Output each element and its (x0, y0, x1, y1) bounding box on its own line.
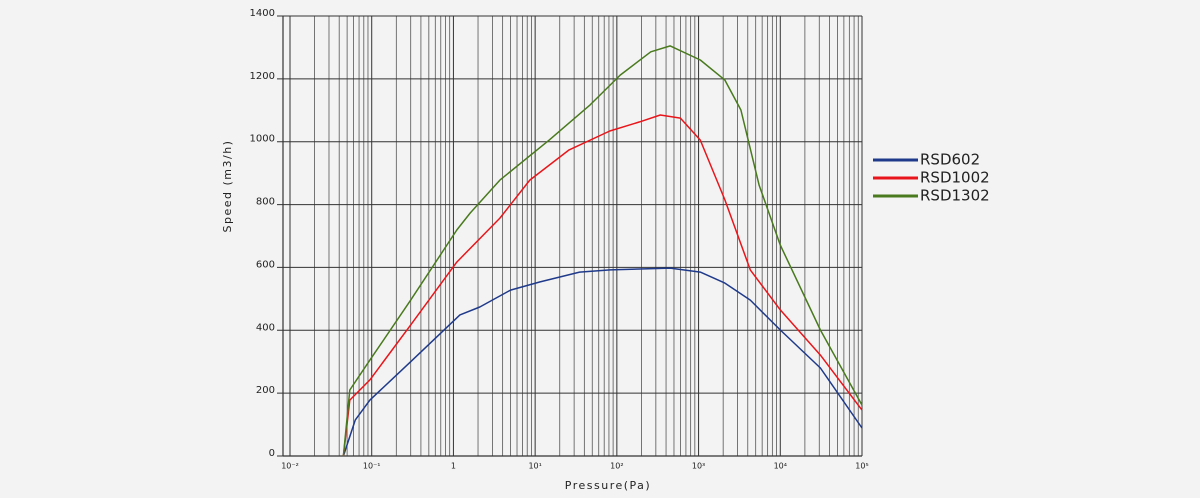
legend-label: RSD602 (920, 151, 980, 169)
x-tick-label: 10⁻¹ (363, 462, 381, 471)
y-tick-label: 600 (256, 259, 275, 270)
y-tick-label: 0 (269, 448, 275, 459)
x-tick-label: 1 (451, 462, 456, 471)
x-tick-label: 10³ (692, 462, 705, 471)
x-tick-label: 10⁴ (774, 462, 787, 471)
y-tick-label: 400 (256, 322, 275, 333)
series-line (342, 45, 863, 457)
x-tick-label: 10⁻² (281, 462, 299, 471)
series-line (342, 267, 863, 457)
x-tick-label: 10² (610, 462, 623, 471)
y-tick-label: 1400 (250, 8, 275, 19)
series-line (342, 114, 863, 457)
y-tick-label: 800 (256, 197, 275, 208)
x-tick-label: 10⁵ (855, 462, 868, 471)
x-tick-label: 10¹ (528, 462, 541, 471)
y-axis-label: Speed (m3/h) (221, 140, 234, 233)
y-tick-label: 200 (256, 385, 275, 396)
y-tick-label: 1000 (250, 134, 275, 145)
x-axis-label: Pressure(Pa) (565, 479, 651, 492)
legend-label: RSD1002 (920, 169, 990, 187)
legend-label: RSD1302 (920, 187, 990, 205)
y-tick-label: 1200 (250, 71, 275, 82)
